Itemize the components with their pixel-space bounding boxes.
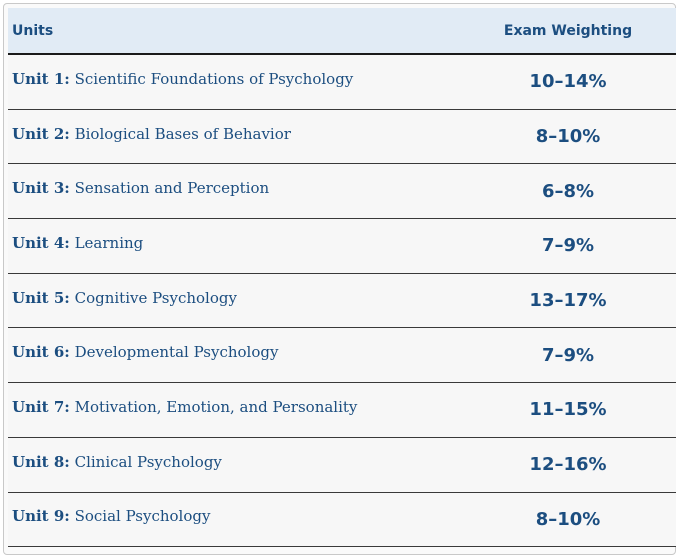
unit-name: Learning xyxy=(74,233,144,252)
weighting-cell: 11–15% xyxy=(529,399,607,421)
unit-cell: Unit 6: Developmental Psychology xyxy=(8,343,469,367)
table-row: Unit 2: Biological Bases of Behavior 8–1… xyxy=(8,109,676,165)
table-row: Unit 4: Learning 7–9% xyxy=(8,219,676,274)
weighting-cell: 8–10% xyxy=(535,508,601,530)
header-units: Units xyxy=(12,22,54,39)
table-row: Unit 5: Cognitive Psychology 13–17% xyxy=(8,273,676,329)
table-row: Unit 6: Developmental Psychology 7–9% xyxy=(8,328,676,384)
unit-name: Clinical Psychology xyxy=(74,452,222,471)
unit-number: Unit 5: xyxy=(12,288,70,307)
unit-number: Unit 8: xyxy=(12,452,70,471)
unit-cell: Unit 3: Sensation and Perception xyxy=(8,179,469,203)
weighting-cell: 13–17% xyxy=(529,290,607,312)
unit-name: Motivation, Emotion, and Personality xyxy=(74,397,358,416)
weighting-cell: 8–10% xyxy=(535,126,601,148)
weighting-cell: 7–9% xyxy=(541,344,595,366)
unit-name: Biological Bases of Behavior xyxy=(74,124,291,143)
weighting-cell: 12–16% xyxy=(529,454,607,476)
exam-weighting-table: Units Exam Weighting Unit 1: Scientific … xyxy=(8,8,676,548)
table-header: Units Exam Weighting xyxy=(8,8,676,55)
unit-number: Unit 6: xyxy=(12,343,70,362)
table-row: Unit 3: Sensation and Perception 6–8% xyxy=(8,164,676,220)
unit-number: Unit 1: xyxy=(12,69,70,88)
unit-name: Scientific Foundations of Psychology xyxy=(74,69,354,88)
unit-number: Unit 4: xyxy=(12,233,70,252)
weighting-cell: 10–14% xyxy=(529,71,607,93)
unit-name: Developmental Psychology xyxy=(74,343,279,362)
unit-number: Unit 7: xyxy=(12,397,70,416)
unit-name: Social Psychology xyxy=(74,507,211,526)
header-exam-weighting: Exam Weighting xyxy=(503,22,633,39)
unit-cell: Unit 8: Clinical Psychology xyxy=(8,453,469,477)
unit-number: Unit 3: xyxy=(12,179,70,198)
unit-cell: Unit 7: Motivation, Emotion, and Persona… xyxy=(8,398,469,422)
unit-cell: Unit 9: Social Psychology xyxy=(8,507,469,531)
table-row: Unit 7: Motivation, Emotion, and Persona… xyxy=(8,383,676,438)
unit-number: Unit 9: xyxy=(12,507,70,526)
unit-cell: Unit 4: Learning xyxy=(8,234,469,258)
unit-name: Cognitive Psychology xyxy=(74,288,237,307)
unit-cell: Unit 1: Scientific Foundations of Psycho… xyxy=(8,70,469,94)
unit-name: Sensation and Perception xyxy=(74,179,270,198)
table-row: Unit 9: Social Psychology 8–10% xyxy=(8,492,676,548)
table-row: Unit 8: Clinical Psychology 12–16% xyxy=(8,437,676,493)
weighting-cell: 6–8% xyxy=(541,180,595,202)
unit-cell: Unit 2: Biological Bases of Behavior xyxy=(8,125,469,149)
unit-number: Unit 2: xyxy=(12,124,70,143)
weighting-cell: 7–9% xyxy=(541,235,595,257)
unit-cell: Unit 5: Cognitive Psychology xyxy=(8,289,469,313)
table-row: Unit 1: Scientific Foundations of Psycho… xyxy=(8,55,676,110)
